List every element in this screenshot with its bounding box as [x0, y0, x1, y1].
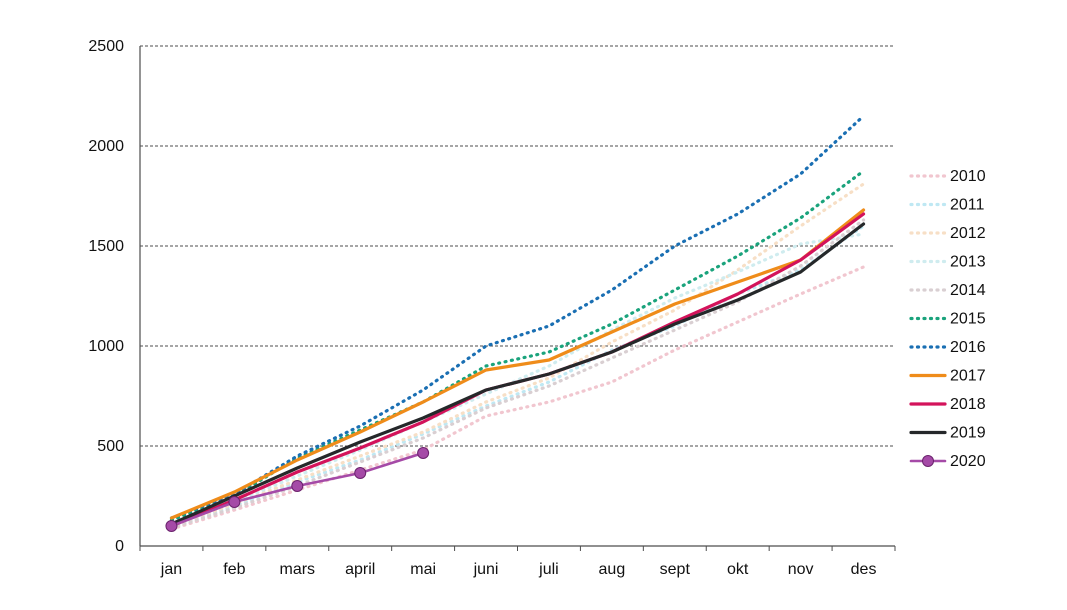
x-tick-label: des: [851, 561, 877, 578]
data-point-2020: [291, 480, 304, 492]
x-tick-label: feb: [223, 561, 245, 578]
legend-label-2010: 2010: [950, 168, 986, 185]
legend-label-2015: 2015: [950, 311, 986, 328]
x-tick-label: aug: [599, 561, 626, 578]
legend-marker-2020: [922, 455, 934, 467]
x-tick-label: april: [345, 561, 375, 578]
legend-label-2014: 2014: [950, 282, 986, 299]
series-line-2010: [169, 265, 866, 531]
legend-label-2011: 2011: [950, 197, 985, 214]
series-line-2014: [169, 218, 866, 530]
x-tick-label: juni: [473, 561, 499, 578]
data-point-2020: [165, 520, 178, 532]
data-point-2020: [354, 467, 367, 479]
y-tick-label: 2500: [88, 38, 124, 55]
series-line-2019: [169, 222, 866, 526]
y-tick-label: 2000: [88, 138, 124, 155]
legend-label-2020: 2020: [950, 453, 986, 470]
series-line-2013: [169, 232, 866, 526]
x-tick-label: nov: [788, 561, 814, 578]
legend-label-2019: 2019: [950, 425, 986, 442]
data-point-2020: [228, 496, 241, 508]
legend-label-2018: 2018: [950, 396, 986, 413]
legend-label-2016: 2016: [950, 339, 986, 356]
legend-label-2013: 2013: [950, 254, 986, 271]
x-tick-label: mars: [280, 561, 316, 578]
x-tick-label: sept: [660, 561, 691, 578]
x-tick-label: mai: [410, 561, 436, 578]
series-line-2012: [169, 182, 866, 528]
x-tick-label: juli: [538, 561, 559, 578]
legend: 2010 2011 2012 2013 2014 2015 2016 2017 2018 2019…: [909, 168, 986, 470]
y-tick-label: 0: [115, 538, 124, 555]
series-line-2016: [169, 114, 866, 520]
series-layer: [165, 114, 866, 532]
x-tick-label: jan: [160, 561, 182, 578]
y-tick-label: 1500: [88, 238, 124, 255]
x-tick-label: okt: [727, 561, 749, 578]
series-line-2017: [169, 208, 866, 520]
legend-label-2012: 2012: [950, 225, 986, 242]
axis-layer: 0 500 1000 1500 2000 2500 jan feb mars april mai ju…: [88, 38, 896, 578]
data-point-2020: [417, 447, 430, 459]
y-tick-label: 500: [97, 438, 124, 455]
y-tick-label: 1000: [88, 338, 124, 355]
legend-label-2017: 2017: [950, 368, 986, 385]
grid-layer: [140, 45, 895, 447]
